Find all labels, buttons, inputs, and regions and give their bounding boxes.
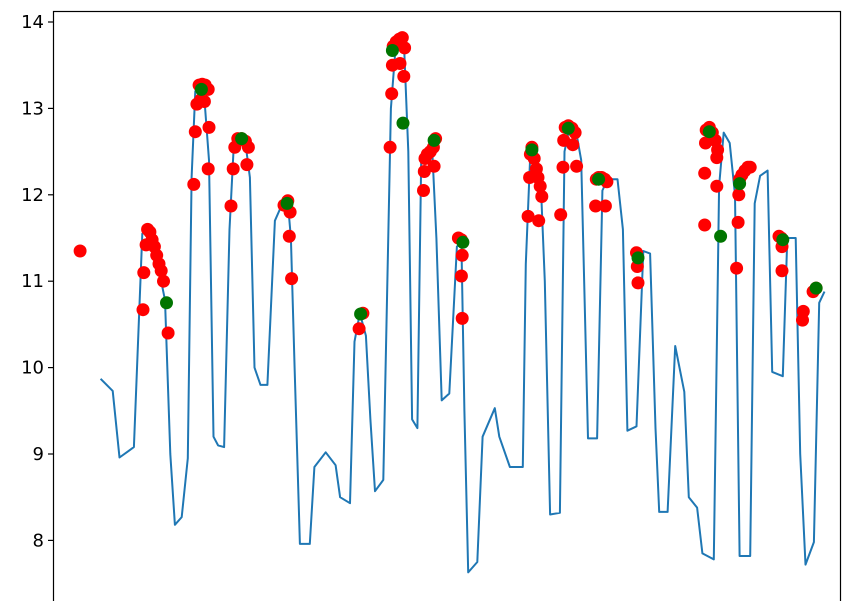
red-point-marker — [417, 184, 430, 197]
green-point-marker — [809, 281, 823, 295]
axes-frame — [52, 10, 842, 601]
y-axis-ticks: 8 9 10 11 12 13 14 — [21, 12, 54, 551]
red-point-marker — [455, 248, 469, 262]
red-point-marker — [631, 276, 645, 290]
red-point-marker — [197, 95, 211, 108]
red-point-marker — [202, 120, 216, 134]
red-point-marker — [241, 140, 255, 154]
red-point-marker — [188, 125, 202, 139]
red-point-marker — [732, 188, 746, 202]
red-point-marker — [73, 244, 87, 258]
red-point-marker — [201, 162, 215, 176]
green-point-marker — [714, 229, 728, 243]
red-point-marker — [427, 159, 441, 173]
red-point-marker — [699, 136, 712, 150]
red-point-marker — [743, 160, 757, 174]
y-tick-label: 13 — [21, 98, 44, 119]
red-point-marker — [137, 266, 151, 280]
red-point-marker — [136, 303, 150, 317]
green-point-marker — [396, 116, 410, 130]
y-tick-label: 11 — [21, 271, 44, 292]
red-point-marker — [554, 208, 568, 222]
green-point-marker — [631, 251, 645, 265]
red-point-marker — [285, 272, 299, 286]
green-point-marker — [733, 177, 747, 191]
green-marker-layer — [160, 44, 823, 321]
green-point-marker — [427, 133, 441, 147]
red-point-marker — [385, 87, 399, 101]
red-point-marker — [226, 162, 240, 176]
red-point-marker — [157, 274, 170, 288]
red-point-marker — [397, 69, 411, 83]
red-point-marker — [566, 138, 580, 152]
y-tick-label: 8 — [33, 530, 44, 551]
red-point-marker — [417, 165, 431, 178]
red-point-marker — [352, 322, 366, 336]
green-point-marker — [385, 44, 399, 57]
red-point-marker — [570, 159, 584, 173]
red-point-marker — [731, 215, 745, 229]
red-point-marker — [521, 209, 535, 223]
series-line-layer — [99, 38, 826, 574]
red-point-marker — [455, 311, 469, 325]
red-point-marker — [454, 269, 468, 283]
red-point-marker — [240, 158, 254, 172]
red-point-marker — [395, 31, 409, 45]
red-point-marker — [556, 160, 570, 174]
green-point-marker — [561, 121, 575, 135]
red-point-marker — [224, 199, 238, 213]
red-point-marker — [535, 190, 549, 203]
green-point-marker — [194, 82, 208, 96]
red-marker-layer — [73, 31, 823, 340]
y-tick-label: 12 — [21, 185, 44, 206]
green-point-marker — [280, 196, 294, 210]
y-tick-label: 14 — [21, 12, 44, 33]
green-point-marker — [354, 307, 368, 321]
red-point-marker — [187, 177, 201, 191]
red-point-marker — [710, 151, 724, 165]
red-point-marker — [383, 140, 397, 154]
red-point-marker — [730, 261, 744, 275]
red-point-marker — [710, 179, 724, 193]
red-point-marker — [393, 57, 407, 70]
red-point-marker — [589, 199, 603, 213]
green-point-marker — [592, 172, 606, 186]
green-point-marker — [160, 296, 173, 310]
red-point-marker — [282, 229, 296, 243]
red-point-marker — [775, 264, 789, 278]
red-point-marker — [532, 214, 546, 228]
red-point-marker — [698, 166, 712, 180]
red-point-marker — [796, 304, 810, 318]
red-point-marker — [598, 199, 612, 213]
red-point-marker — [154, 264, 168, 278]
red-point-marker — [398, 41, 412, 55]
green-point-marker — [456, 235, 470, 249]
y-tick-label: 9 — [33, 444, 44, 465]
green-point-marker — [702, 125, 716, 139]
red-point-marker — [533, 179, 547, 193]
green-point-marker — [235, 132, 249, 146]
red-point-marker — [698, 218, 712, 232]
green-point-marker — [525, 143, 539, 157]
green-point-marker — [776, 233, 790, 247]
series-line — [99, 38, 826, 574]
y-tick-label: 10 — [21, 358, 44, 379]
red-point-marker — [161, 326, 175, 340]
